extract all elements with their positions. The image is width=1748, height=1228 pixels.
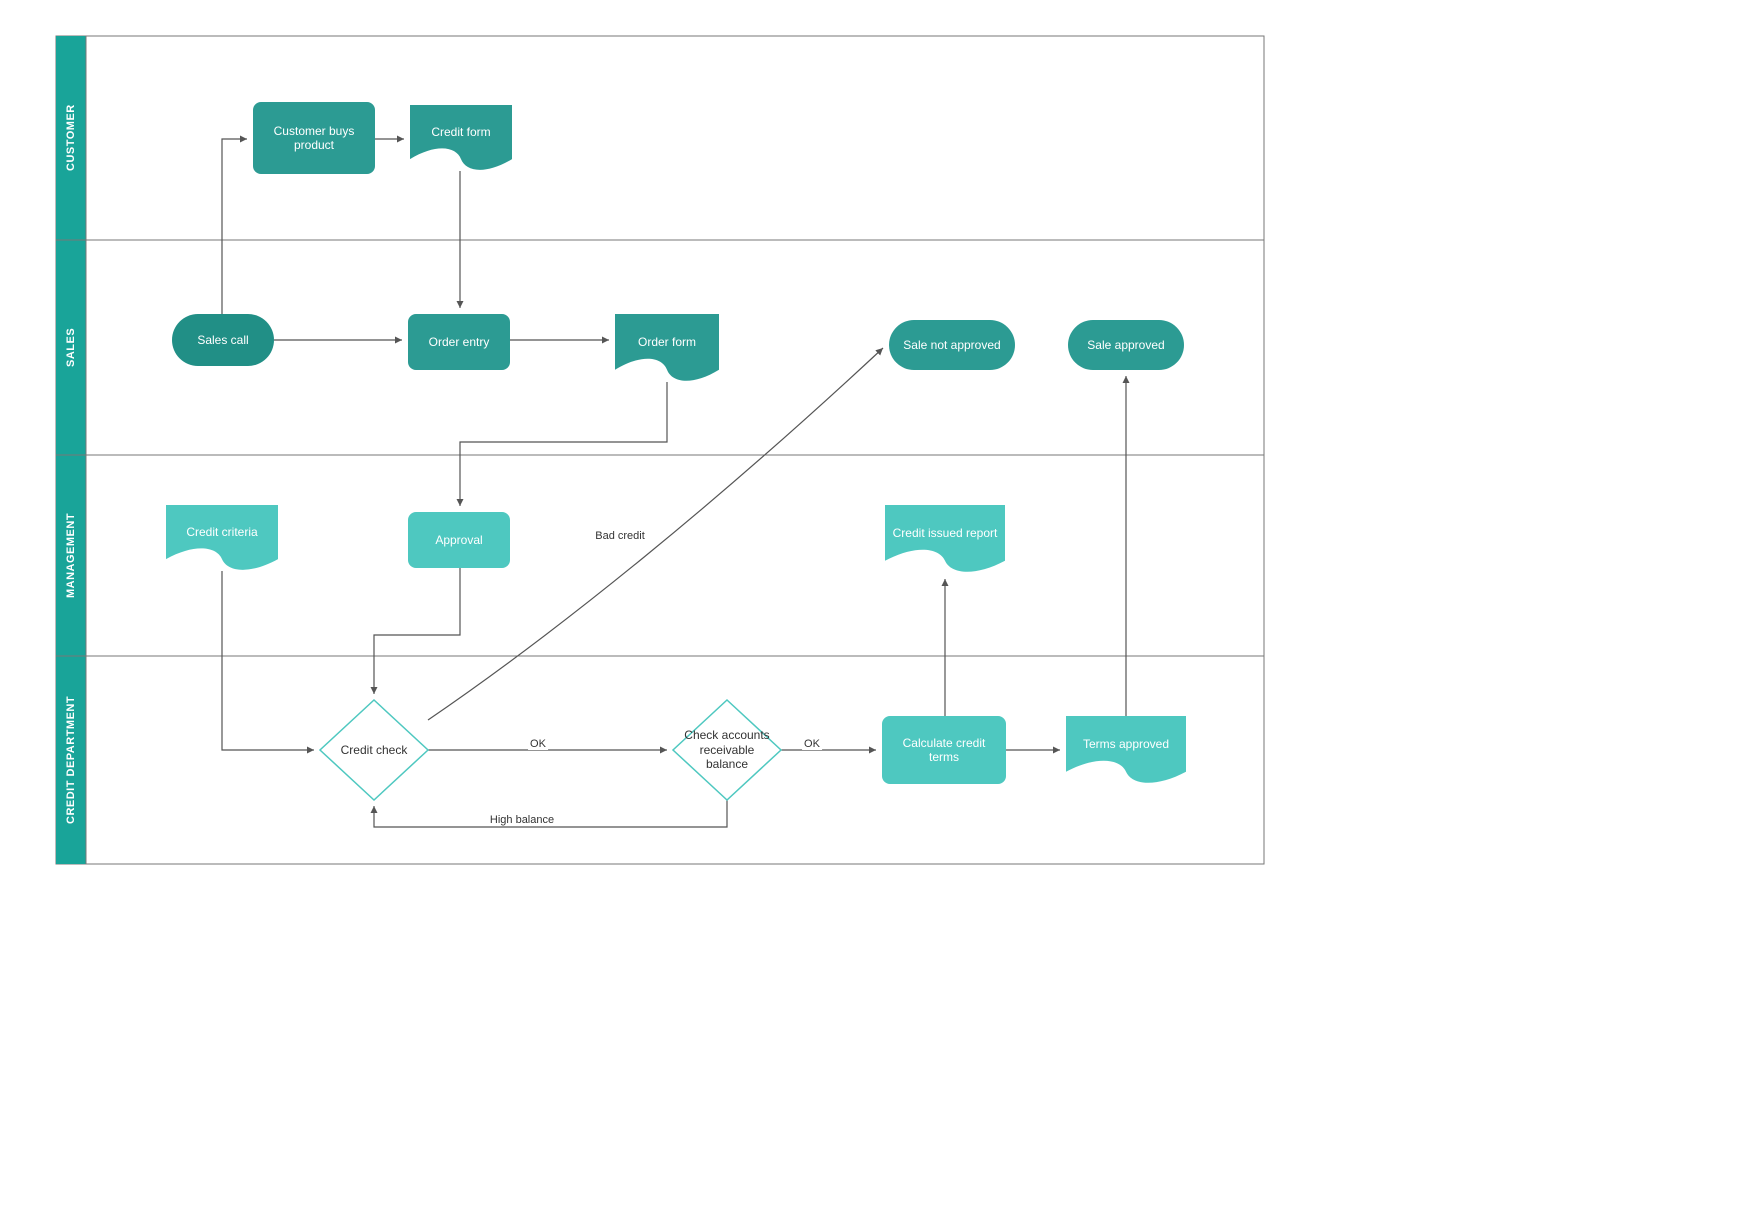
edge-e-orderform-to-approval [460, 382, 667, 506]
node-credit-issued-report [885, 505, 1005, 572]
node-order-entry [408, 314, 510, 370]
node-order-form [615, 314, 719, 381]
edge-e-approval-to-check [374, 568, 460, 694]
lane-sales-label: SALES [56, 240, 86, 455]
lane-customer-label: CUSTOMER [56, 36, 86, 240]
edge-e-sales-to-buys [222, 139, 247, 314]
node-terms-approved [1066, 716, 1186, 783]
diagram-canvas: CUSTOMERSALESMANAGEMENTCREDIT DEPARTMENT… [0, 0, 1748, 1228]
lane-management-label: MANAGEMENT [56, 455, 86, 656]
edge-e-ar-high [374, 800, 727, 827]
node-customer-buys [253, 102, 375, 174]
node-calculate-credit-terms [882, 716, 1006, 784]
lane-credit-label: CREDIT DEPARTMENT [56, 656, 86, 864]
node-sales-call [172, 314, 274, 366]
node-credit-check [320, 700, 428, 800]
node-sale-approved [1068, 320, 1184, 370]
node-sale-not-approved [889, 320, 1015, 370]
node-approval [408, 512, 510, 568]
node-credit-form [410, 105, 512, 170]
svg-layer [0, 0, 1748, 1228]
node-credit-criteria [166, 505, 278, 570]
edge-e-criteria-to-check [222, 571, 314, 750]
node-check-ar-balance [673, 700, 781, 800]
